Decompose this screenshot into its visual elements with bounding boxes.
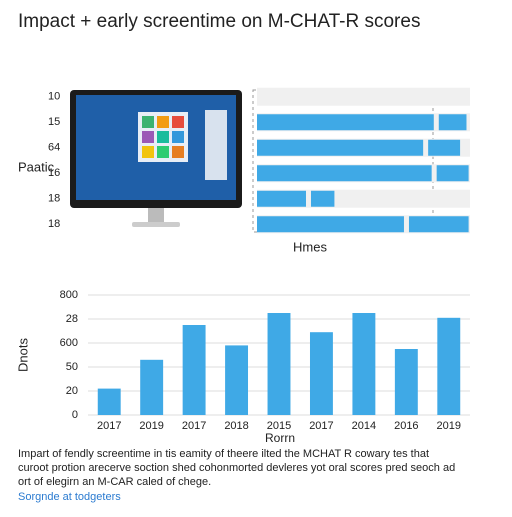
y-tick-label: 18 [48,218,60,230]
bar [257,216,404,233]
bar [97,388,121,415]
x-tick-label: 2019 [139,420,163,432]
x-tick-label: 2014 [352,420,376,432]
y-tick-label: 15 [48,116,60,128]
x-tick-label: 2017 [309,420,333,432]
caption-line: ort of elegirn an M-CAR caled of chege. [18,476,211,488]
x-axis-label: Hmes [293,239,327,254]
bar [309,332,333,415]
x-tick-label: 2017 [97,420,121,432]
bar [225,345,249,415]
bar [408,216,469,233]
title: Impact + early screentime on M-CHAT-R sc… [18,11,420,32]
x-tick-label: 2018 [224,420,248,432]
y-tick-label: 50 [66,361,78,373]
x-axis-label: Rorrn [265,431,295,445]
link[interactable]: Sorgnde at todgeters [18,491,121,503]
bar [267,313,291,415]
y-tick-label: 28 [66,313,78,325]
y-tick-label: 20 [66,385,78,397]
y-tick-label: 18 [48,193,60,205]
bar [438,114,467,131]
bar [352,313,376,415]
y-tick-label: 16 [48,167,60,179]
bar [257,139,424,156]
y-tick-label: 10 [48,91,60,103]
row-background [257,189,470,208]
y-axis-label: Dnots [15,338,30,372]
bar [257,190,306,207]
x-tick-label: 2017 [182,420,206,432]
bar [436,165,469,182]
bar [182,325,206,415]
monitor-illustration [70,90,242,227]
y-tick-label: 0 [72,409,78,421]
bar [394,349,418,415]
bar [257,165,432,182]
x-tick-label: 2019 [437,420,461,432]
y-axis-label: Paatic [18,159,55,174]
bar [428,139,461,156]
bar [257,114,434,131]
y-tick-label: 600 [60,337,78,349]
caption-line: curoot protion arecerve soction shed coh… [18,462,455,474]
bar [310,190,335,207]
y-tick-label: 800 [60,289,78,301]
y-tick-label: 64 [48,142,60,154]
bar [437,317,461,415]
x-tick-label: 2015 [267,420,291,432]
x-tick-label: 2016 [394,420,418,432]
row-background [257,87,470,106]
caption-line: Impart of fendly screentime in tis eamit… [18,448,429,460]
bar [140,359,164,415]
